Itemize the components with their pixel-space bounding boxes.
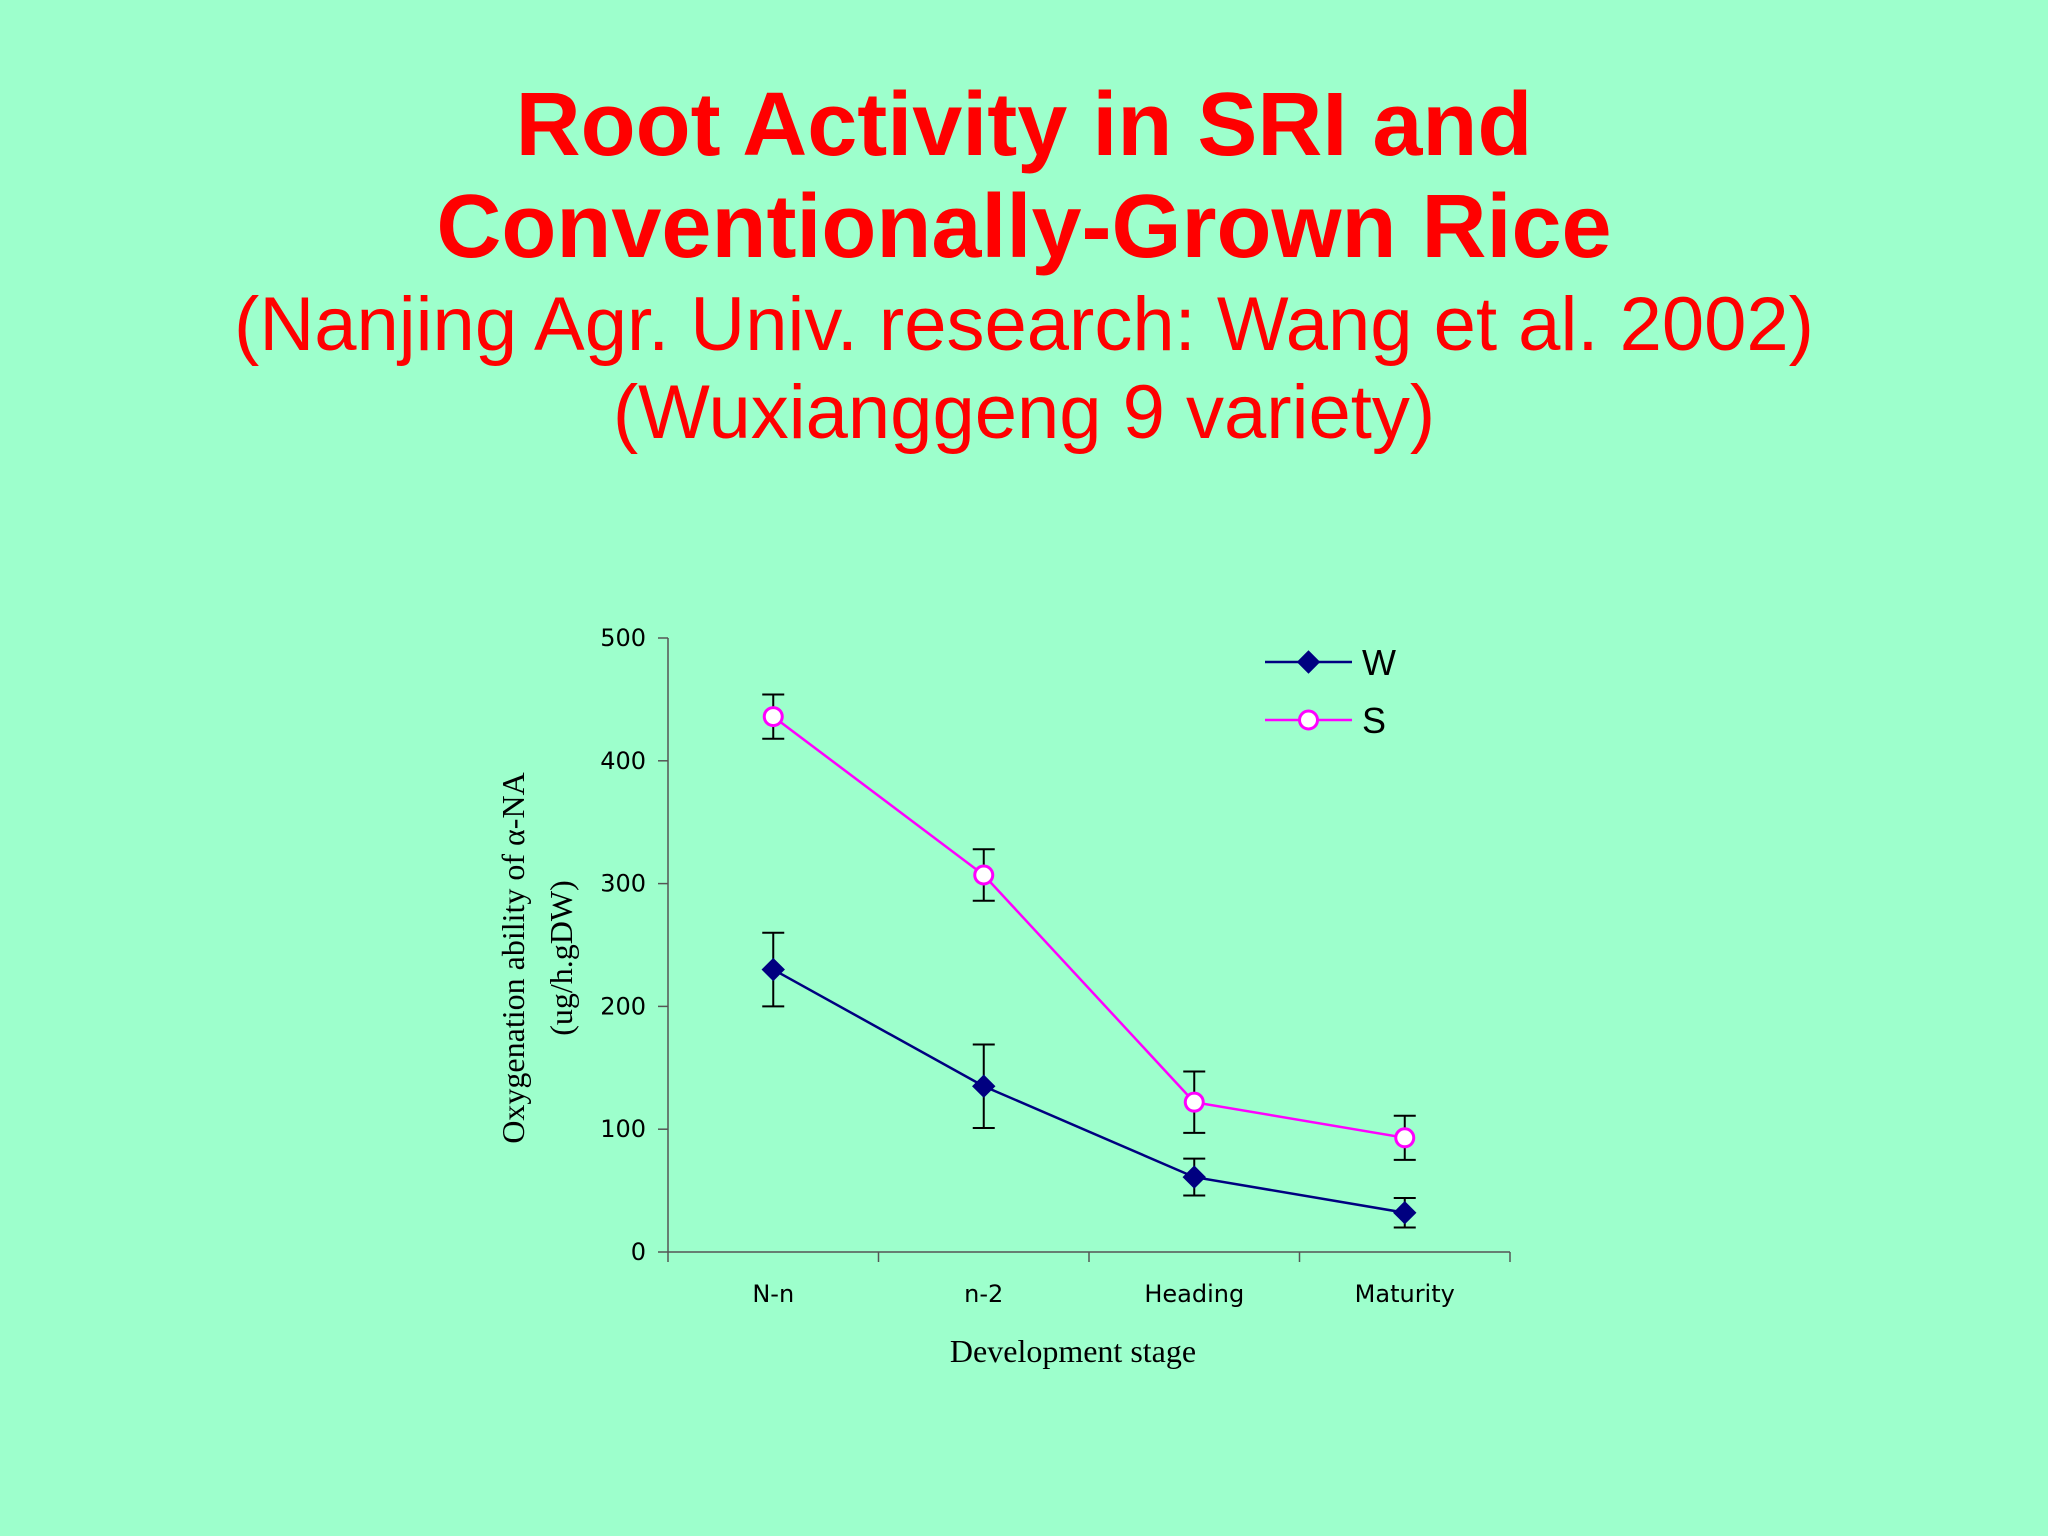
- slide-title-line-2: Conventionally-Grown Rice: [436, 177, 1612, 277]
- chart-series: [761, 693, 1417, 1229]
- y-axis-title-line-1: Oxygenation ability of α-NA: [495, 772, 531, 1143]
- series-w-line: [772, 968, 1405, 1214]
- data-point: [972, 1074, 996, 1098]
- slide-subtitle-line-2: (Wuxianggeng 9 variety): [612, 370, 1436, 455]
- x-tick-label: n-2: [964, 1280, 1003, 1308]
- series-w: [761, 931, 1417, 1229]
- data-point: [1393, 1200, 1417, 1225]
- data-point: [1394, 1127, 1416, 1149]
- data-point: [1182, 1165, 1206, 1189]
- legend-item-s: S: [1265, 700, 1386, 741]
- legend-label: S: [1362, 700, 1386, 741]
- x-tick-label: N-n: [752, 1280, 794, 1308]
- y-tick-label: 500: [600, 624, 646, 652]
- y-tick-label: 0: [631, 1238, 646, 1266]
- legend-item-w: W: [1265, 642, 1396, 683]
- legend-marker: [1298, 709, 1319, 731]
- y-axis-title-line-2: (ug/h.gDW): [543, 880, 579, 1036]
- x-axis-title: Development stage: [950, 1333, 1196, 1369]
- data-point: [762, 706, 784, 728]
- y-tick-label: 100: [600, 1115, 646, 1143]
- x-tick-label: Heading: [1144, 1280, 1244, 1308]
- y-tick-label: 300: [600, 870, 646, 898]
- legend-marker: [1296, 650, 1321, 674]
- y-tick-label: 200: [600, 992, 646, 1020]
- slide-subtitle-line-1: (Nanjing Agr. Univ. research: Wang et al…: [234, 282, 1814, 367]
- legend-label: W: [1362, 642, 1396, 683]
- data-point: [761, 957, 785, 982]
- y-tick-label: 400: [600, 747, 646, 775]
- x-axis-ticks: N-n n-2 Heading Maturity: [667, 1252, 1511, 1308]
- x-tick-label: Maturity: [1355, 1280, 1455, 1308]
- series-s-line: [772, 715, 1405, 1140]
- slide-title-line-1: Root Activity in SRI and: [515, 75, 1533, 175]
- series-s: [762, 693, 1416, 1161]
- y-axis-ticks: 0 100 200 300 400 500: [600, 624, 668, 1266]
- data-point: [973, 864, 995, 886]
- data-point: [1183, 1091, 1205, 1113]
- chart-legend: WS: [1265, 642, 1396, 741]
